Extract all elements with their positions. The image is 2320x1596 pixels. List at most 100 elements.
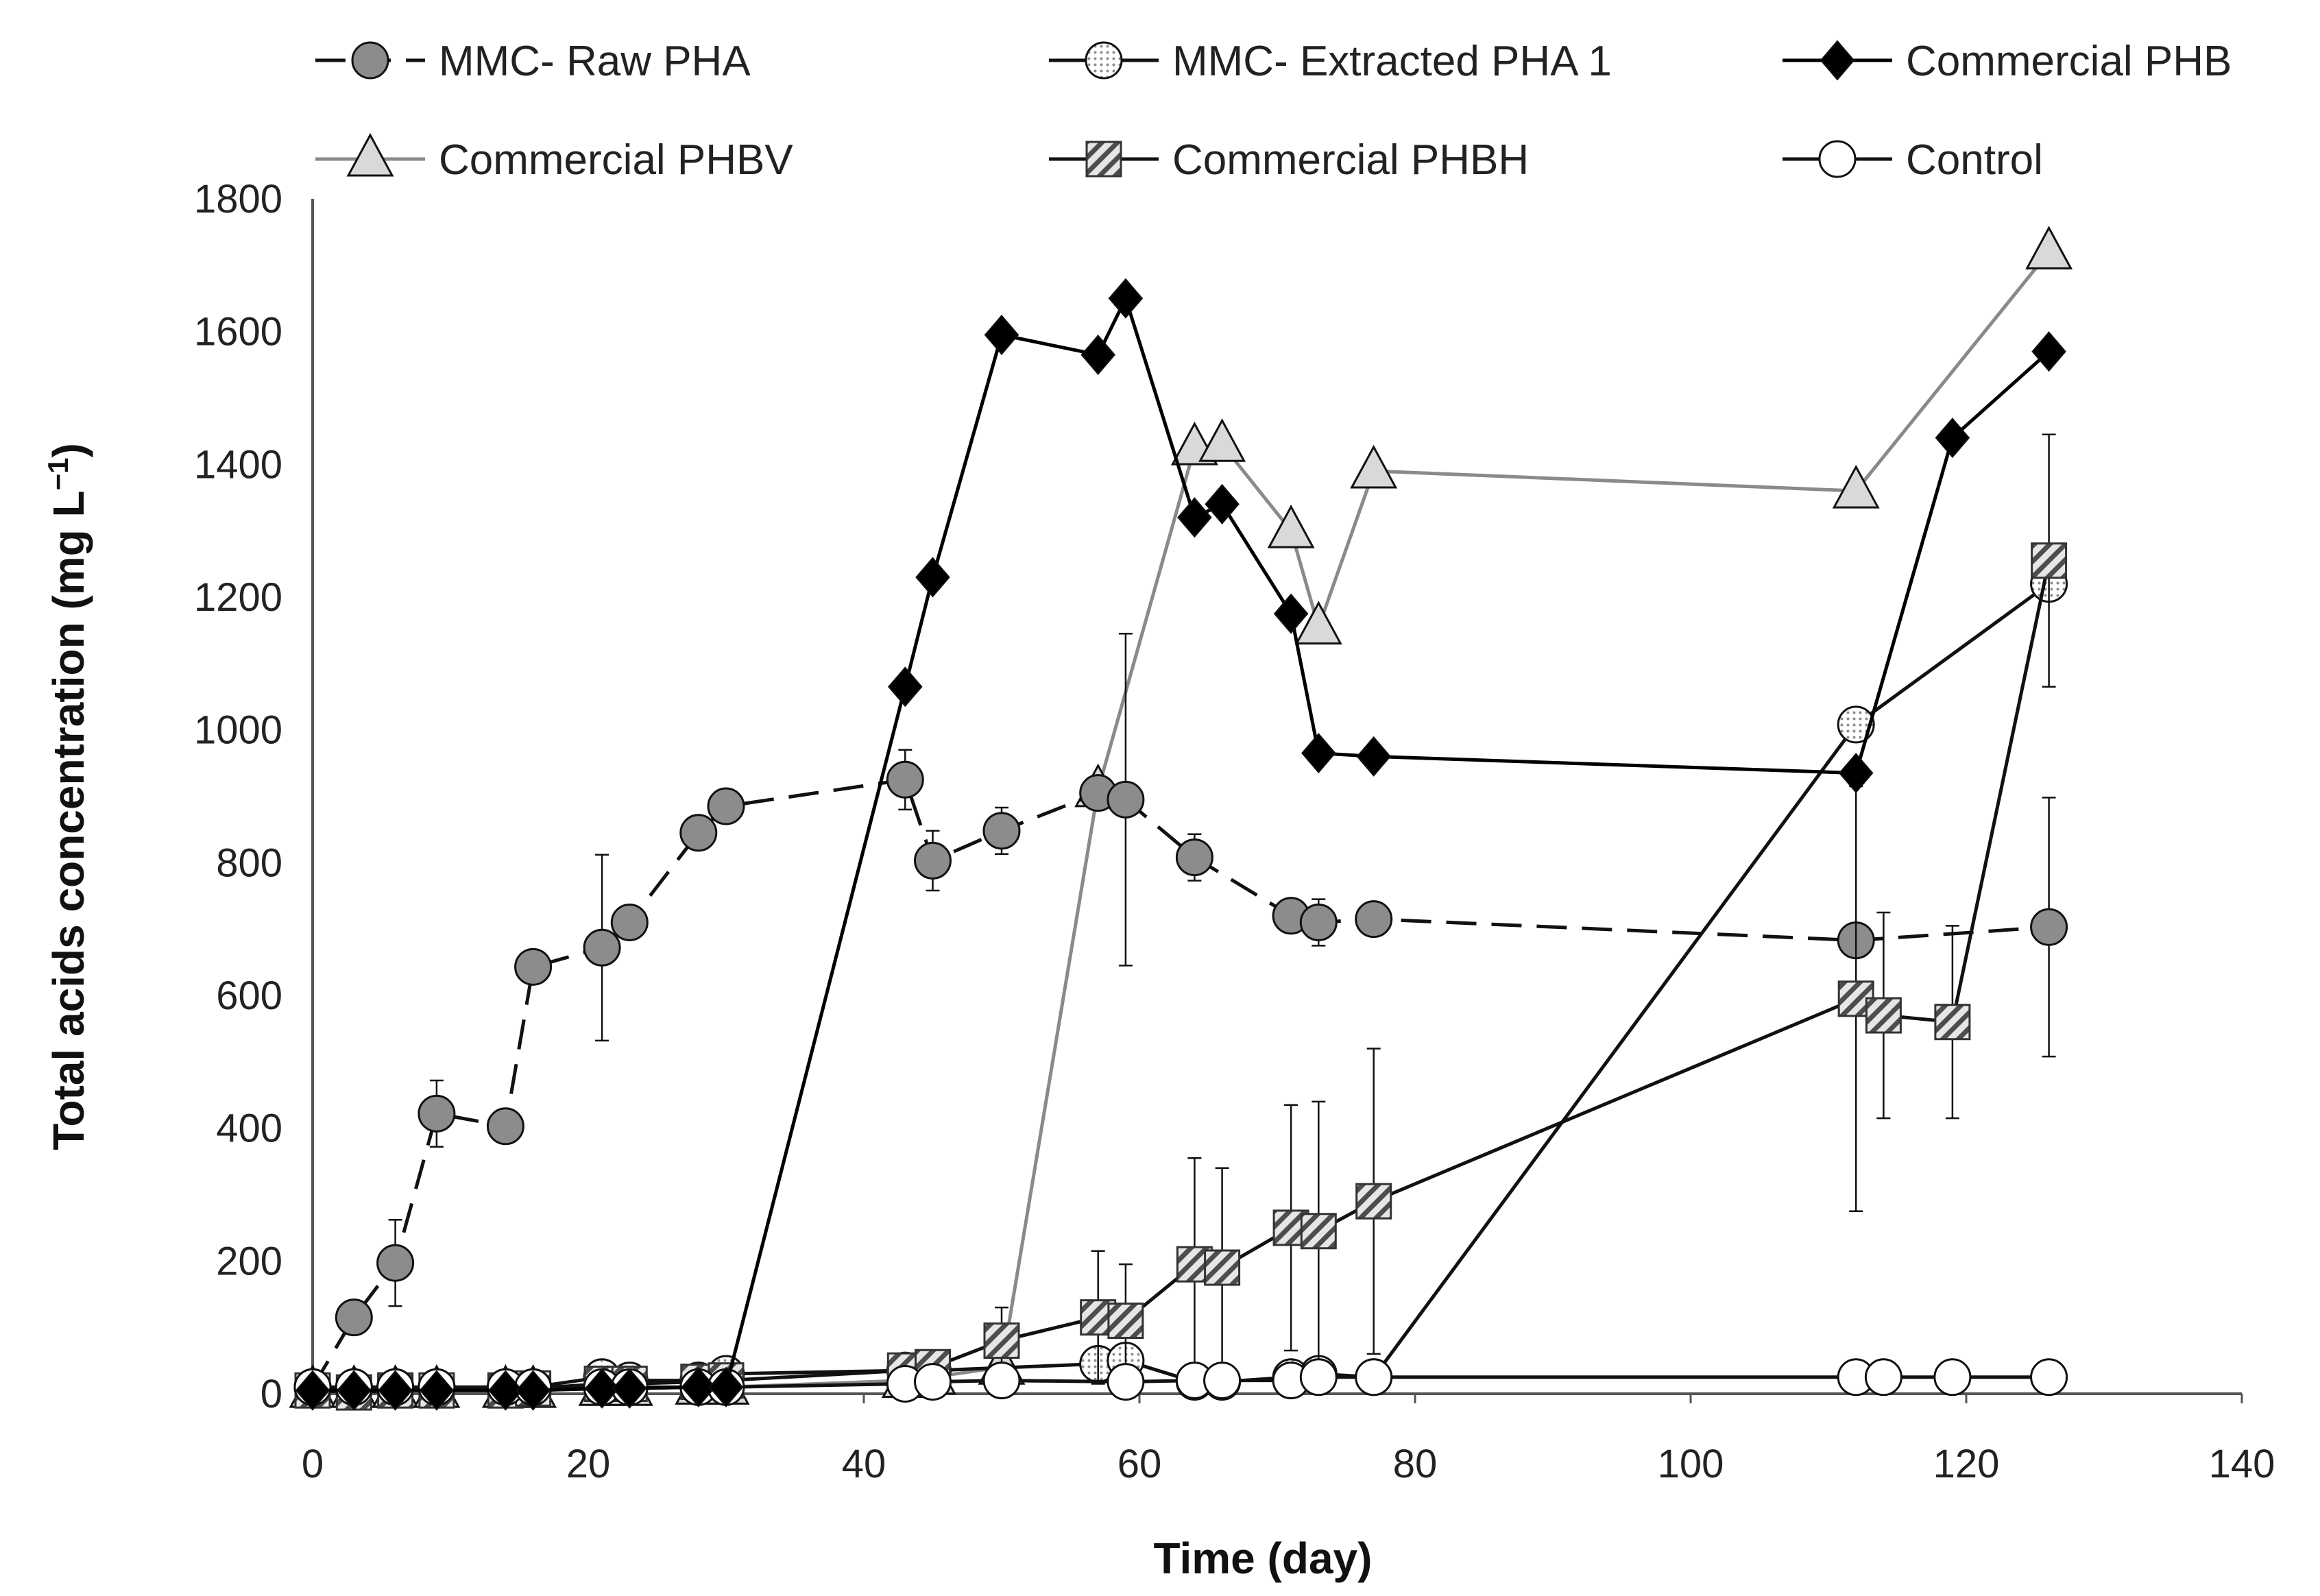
legend-marker <box>1820 40 1855 81</box>
data-point <box>612 1368 647 1409</box>
y-tick-label: 0 <box>261 1372 282 1416</box>
legend-label: MMC- Raw PHA <box>439 38 751 85</box>
data-point <box>1203 1362 1242 1400</box>
data-point <box>2031 542 2068 579</box>
data-point <box>1205 483 1240 524</box>
y-axis-title-sup: −1 <box>42 457 74 490</box>
data-point <box>1935 418 1970 459</box>
data-point <box>1299 1358 1338 1396</box>
legend-label: MMC- Extracted PHA 1 <box>1172 38 1612 85</box>
data-point <box>1273 593 1309 634</box>
x-tick-label: 0 <box>302 1442 324 1486</box>
data-point <box>514 947 553 986</box>
data-point <box>681 1366 716 1407</box>
data-point <box>1198 418 1246 462</box>
legend: MMC- Raw PHA MMC- Extracted PHA 1 Commerci… <box>315 38 2232 184</box>
y-tick-label: 1400 <box>194 442 282 487</box>
data-point <box>1838 753 1874 794</box>
series-layer <box>289 226 2073 1411</box>
data-point <box>295 1370 330 1411</box>
legend-item-commercial-phbv: Commercial PHBV <box>315 132 793 184</box>
legend-marker <box>346 132 394 177</box>
legend-label: Commercial PHB <box>1906 38 2232 85</box>
x-tick-label: 120 <box>1933 1442 2000 1486</box>
x-tick-label: 100 <box>1658 1442 1724 1486</box>
x-tick-label: 140 <box>2209 1442 2275 1486</box>
legend-label: Control <box>1906 136 2043 184</box>
y-axis-title: Total acids concentration (mg L−1) <box>42 443 94 1150</box>
data-point <box>984 314 1019 356</box>
legend-marker <box>1085 141 1122 178</box>
data-point <box>1864 1358 1902 1396</box>
data-point <box>914 841 952 880</box>
data-point <box>1108 278 1144 319</box>
data-point <box>336 1370 372 1411</box>
data-point <box>419 1370 455 1411</box>
y-axis-title-main: Total acids concentration (mg L <box>44 490 93 1150</box>
legend-item-commercial-phb: Commercial PHB <box>1783 38 2232 85</box>
y-tick-label: 400 <box>216 1107 282 1151</box>
data-point <box>1107 1363 1145 1401</box>
data-point <box>1204 1249 1241 1286</box>
data-point <box>418 1094 456 1133</box>
data-point <box>914 1363 952 1401</box>
data-point <box>1933 1358 1972 1396</box>
y-tick-label: 1000 <box>194 708 282 753</box>
data-point <box>1175 838 1213 877</box>
data-point <box>516 1370 551 1411</box>
legend-marker <box>351 41 389 80</box>
data-point <box>1267 505 1315 548</box>
data-point <box>1294 601 1342 645</box>
data-point <box>1350 444 1398 489</box>
data-point <box>983 1322 1020 1359</box>
y-tick-label: 600 <box>216 974 282 1018</box>
data-point <box>1107 780 1145 819</box>
data-point <box>982 1362 1021 1400</box>
legend-label: Commercial PHBV <box>439 136 793 184</box>
data-point <box>2031 331 2066 372</box>
data-point <box>2030 908 2068 946</box>
data-point <box>1865 997 1902 1034</box>
series-commercial-phbv <box>289 226 2073 1408</box>
data-point <box>1355 1183 1392 1220</box>
y-tick-label: 200 <box>216 1239 282 1283</box>
y-tick-label: 1600 <box>194 310 282 354</box>
data-point <box>886 760 924 799</box>
data-point <box>679 814 718 852</box>
data-point <box>1299 903 1338 941</box>
data-point <box>488 1370 523 1411</box>
data-point <box>610 903 649 941</box>
y-tick-label: 1200 <box>194 575 282 620</box>
data-point <box>1837 705 1875 744</box>
data-point <box>915 557 950 598</box>
data-point <box>1107 1302 1144 1339</box>
data-point <box>583 928 621 967</box>
x-tick-label: 40 <box>842 1442 886 1486</box>
data-point <box>887 666 923 708</box>
series-line <box>311 777 2049 1388</box>
legend-item-control: Control <box>1783 136 2043 184</box>
data-point <box>708 1366 744 1407</box>
data-point <box>1832 464 1880 509</box>
series-line <box>313 250 2051 1392</box>
data-point <box>378 1370 413 1411</box>
tick-labels: 0 200 400 600 800 1000 1200 1400 1600 1800 0 20 40 60… <box>194 177 2275 1486</box>
y-tick-label: 800 <box>216 841 282 885</box>
data-point <box>486 1107 524 1146</box>
legend-marker <box>1818 140 1857 178</box>
data-point <box>2030 1358 2068 1396</box>
data-point <box>1177 497 1212 538</box>
data-point <box>1301 733 1336 774</box>
data-point <box>982 812 1021 850</box>
y-axis-title-end: ) <box>44 443 93 457</box>
series-commercial-phb <box>295 278 2066 1411</box>
data-point <box>1355 900 1393 939</box>
legend-label: Commercial PHBH <box>1172 136 1529 184</box>
data-point <box>335 1298 373 1337</box>
data-point <box>584 1368 620 1409</box>
legend-item-commercial-phbh: Commercial PHBH <box>1049 136 1529 184</box>
legend-marker <box>1085 41 1123 80</box>
y-tick-label: 1800 <box>194 177 282 221</box>
legend-item-mmc-extracted-pha-1: MMC- Extracted PHA 1 <box>1049 38 1612 85</box>
